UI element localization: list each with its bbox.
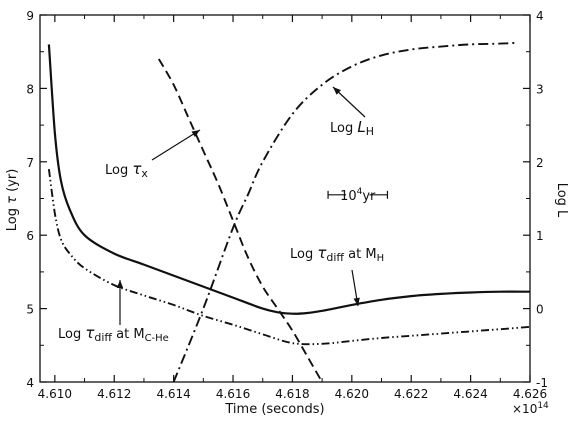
dashed-curve (157, 58, 323, 383)
annotation-tau-diff-mh-arrowhead (353, 297, 360, 306)
annotation-tau-diff-mh: Log τdiff at MH (290, 244, 384, 264)
x-tick-label: 4.616 (216, 387, 250, 401)
ticks (40, 14, 531, 383)
x-tick-label: 4.626 (513, 387, 547, 401)
left-y-tick-label: 9 (26, 9, 34, 23)
annotation-tau-diff-mche-arrowhead (116, 280, 124, 288)
x-multiplier: ×1014 (512, 401, 549, 416)
dash-dot-curve (172, 41, 516, 383)
left-y-tick-label: 7 (26, 156, 34, 170)
x-tick-label: 4.612 (97, 387, 131, 401)
left-axis-label: Log τ (yr) (5, 169, 20, 232)
right-y-tick-label: 1 (536, 229, 544, 243)
left-y-tick-label: 4 (26, 376, 34, 390)
annotation-log-lh-arrowhead (333, 87, 341, 95)
left-axis-label-main: Log (5, 208, 20, 231)
annotation-tau-x-leader (151, 129, 201, 161)
annotation-tau-x: Log τx (105, 160, 148, 180)
x-tick-label: 4.620 (335, 387, 369, 401)
tick-labels: 4.610 4.612 4.614 4.616 4.618 4.620 4.622 4.624… (26, 9, 548, 401)
x-tick-label: 4.622 (394, 387, 428, 401)
annotation-tau-x-arrowhead (191, 130, 200, 137)
x-tick-label: 4.614 (156, 387, 190, 401)
right-y-tick-label: 4 (536, 9, 544, 23)
annotations: Log τdiff at MH Log τdiff at MC-He Log τx L… (58, 86, 389, 344)
left-axis-label-symbol: τ (5, 196, 20, 204)
x-tick-label: 4.618 (275, 387, 309, 401)
left-axis-label-unit: (yr) (5, 169, 20, 192)
right-y-tick-label: 3 (536, 82, 544, 96)
right-y-tick-label: 2 (536, 156, 544, 170)
right-y-tick-label: 0 (536, 303, 544, 317)
x-tick-label: 4.624 (453, 387, 487, 401)
solid-curve (47, 44, 531, 315)
annotation-log-lh: Log LH (330, 118, 374, 138)
left-y-tick-label: 8 (26, 82, 34, 96)
dash-dot-dot-curve (47, 168, 531, 346)
series-group (47, 41, 531, 383)
annotation-tau-diff-mche: Log τdiff at MC-He (58, 324, 169, 344)
right-y-tick-label: -1 (536, 376, 548, 390)
left-y-tick-label: 6 (26, 229, 34, 243)
x-multiplier-exp: 14 (537, 401, 549, 411)
left-y-tick-label: 5 (26, 303, 34, 317)
right-axis-label: Log L (554, 183, 569, 218)
x-tick-label: 4.610 (38, 387, 72, 401)
x-axis-label: Time (seconds) (224, 402, 324, 417)
scale-bar-label: 104yr (340, 187, 376, 204)
